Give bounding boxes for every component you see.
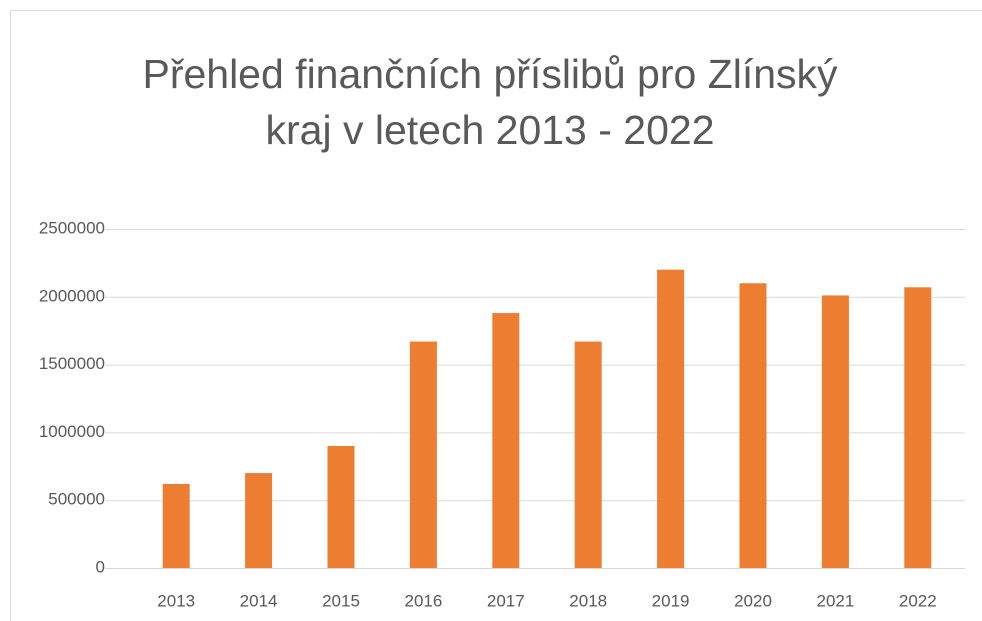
chart-frame <box>10 10 982 621</box>
y-tick-label: 0 <box>96 557 105 576</box>
x-tick-label: 2013 <box>157 591 195 610</box>
bar <box>821 295 849 568</box>
y-tick-label: 1000000 <box>39 422 105 441</box>
x-tick-label: 2014 <box>240 591 278 610</box>
y-tick-label: 500000 <box>48 490 105 509</box>
x-tick-label: 2018 <box>569 591 607 610</box>
x-tick-label: 2017 <box>487 591 525 610</box>
bar <box>904 287 932 568</box>
x-tick-label: 2016 <box>404 591 442 610</box>
x-tick-label: 2015 <box>322 591 360 610</box>
bar <box>409 341 437 568</box>
x-tick-label: 2020 <box>734 591 772 610</box>
bar <box>739 283 767 568</box>
bar <box>162 483 190 568</box>
bar <box>574 341 602 568</box>
bar <box>327 445 355 568</box>
chart-title: Přehled finančních příslibů pro Zlínský … <box>142 51 838 153</box>
x-tick-label: 2019 <box>652 591 690 610</box>
bar <box>657 269 685 568</box>
y-tick-label: 2000000 <box>39 286 105 305</box>
bar <box>245 473 273 568</box>
y-tick-label: 1500000 <box>39 354 105 373</box>
x-tick-label: 2022 <box>899 591 937 610</box>
y-tick-label: 2500000 <box>39 218 105 237</box>
x-tick-label: 2021 <box>816 591 854 610</box>
bar <box>492 313 520 568</box>
